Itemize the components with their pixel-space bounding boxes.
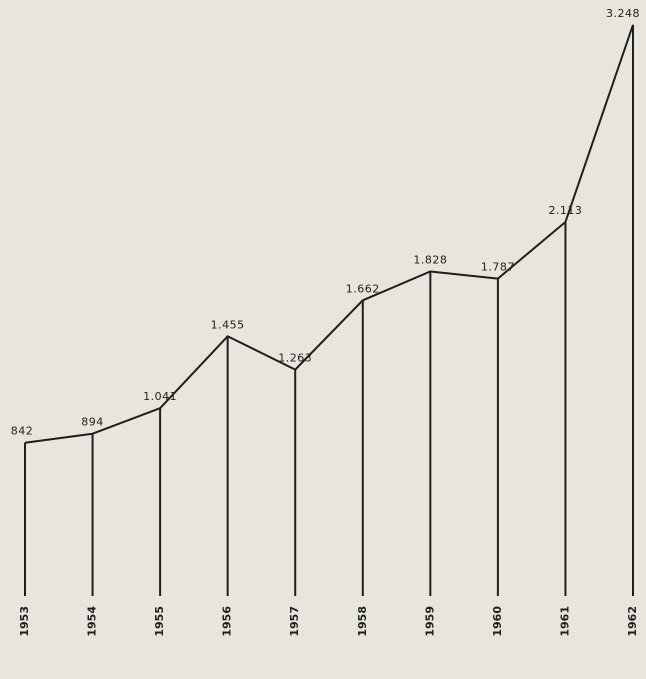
x-tick-label: 1955 xyxy=(153,606,166,637)
value-label: 1.662 xyxy=(346,282,380,295)
x-tick-label: 1959 xyxy=(423,606,436,637)
value-label: 842 xyxy=(11,425,34,438)
value-label: 894 xyxy=(81,416,104,429)
value-label: 3.248 xyxy=(606,7,640,20)
value-label: 1.263 xyxy=(278,352,312,365)
chart: 842 1953 894 1954 1.041 1955 1.455 1956 1.263 195… xyxy=(0,0,646,679)
x-tick-label: 1953 xyxy=(18,606,31,637)
x-tick-label: 1962 xyxy=(626,606,639,637)
x-tick-label: 1958 xyxy=(356,606,369,637)
x-tick-label: 1956 xyxy=(221,606,234,637)
value-label: 1.787 xyxy=(481,261,515,274)
data-line xyxy=(25,25,633,443)
value-label: 2.113 xyxy=(548,204,582,217)
x-tick-label: 1957 xyxy=(288,606,301,637)
x-tick-label: 1961 xyxy=(558,606,571,637)
value-label: 1.828 xyxy=(413,253,447,266)
value-label: 1.455 xyxy=(211,318,245,331)
x-tick-label: 1954 xyxy=(86,606,99,637)
x-tick-label: 1960 xyxy=(491,606,504,637)
value-label: 1.041 xyxy=(143,390,177,403)
